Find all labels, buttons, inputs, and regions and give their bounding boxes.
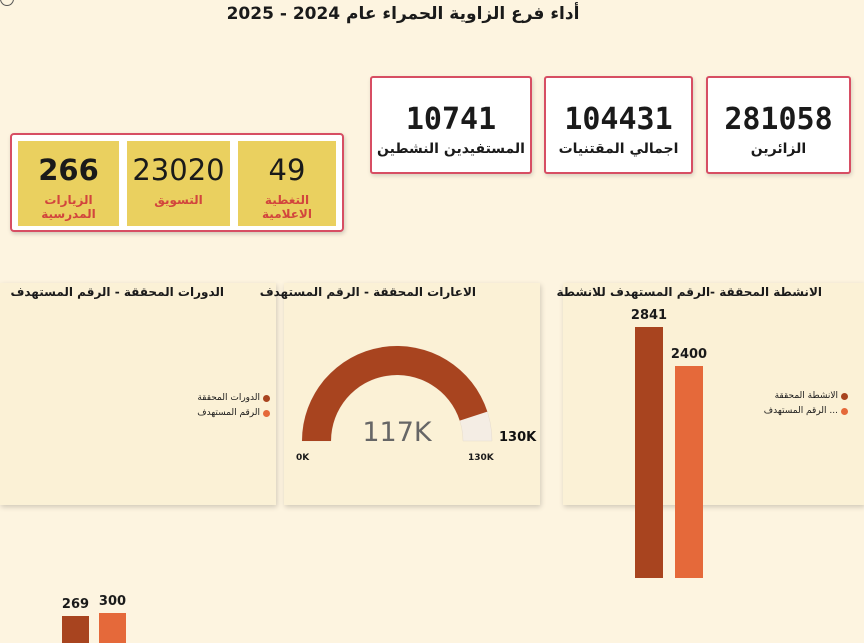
legend-label: ... الرقم المستهدف xyxy=(763,406,838,416)
legend-item-achieved[interactable]: الدورات المحققة xyxy=(197,393,270,403)
data-label-achieved: 269 xyxy=(61,597,90,613)
tile-label: التسويق xyxy=(154,193,203,207)
gauge-min-label: 0K xyxy=(296,453,310,463)
kpi-label: اجمالي المقتنيات xyxy=(558,141,679,157)
gauge-max-label: 130K xyxy=(468,453,494,463)
loans-gauge-panel: الاعارات المحققة - الرقم المستهدف 117K 1… xyxy=(260,283,540,505)
tile-value: 23020 xyxy=(132,153,225,187)
legend-dot xyxy=(841,392,848,400)
kpi-value: 10741 xyxy=(405,102,497,137)
bar-target[interactable] xyxy=(675,366,703,578)
tile-media-coverage: 49 التغطية الاعلامية xyxy=(238,141,336,226)
activities-chart-panel: الانشطة المحققة -الرقم المستهدف للانشطة … xyxy=(556,283,864,578)
tile-marketing: 23020 التسويق xyxy=(127,141,230,226)
tile-school-visits: 266 الزيارات المدرسية xyxy=(18,141,119,226)
legend-label: الرقم المستهدف xyxy=(197,408,260,418)
kpi-value: 104431 xyxy=(564,102,673,137)
kpi-card-active-beneficiaries: 10741 المستفيدين النشطين xyxy=(370,76,532,174)
data-label-target: 300 xyxy=(98,594,127,609)
legend-label: الانشطة المحققة xyxy=(774,391,838,401)
tile-value: 266 xyxy=(38,153,99,187)
chart-title: الدورات المحققة - الرقم المستهدف xyxy=(10,285,224,299)
kpi-value: 281058 xyxy=(724,102,833,137)
kpi-label: الزائرين xyxy=(750,141,807,157)
kpi-card-visitors: 281058 الزائرين xyxy=(706,76,851,174)
legend-dot xyxy=(841,407,848,415)
legend-item-target[interactable]: الرقم المستهدف xyxy=(197,408,270,418)
chart-legend: الانشطة المحققة ... الرقم المستهدف xyxy=(764,391,848,421)
page-title: أداء فرع الزاوية الحمراء عام 2024 - 2025 xyxy=(226,4,580,24)
legend-label: الدورات المحققة xyxy=(197,393,260,403)
legend-dot xyxy=(263,394,270,402)
chart-title: الاعارات المحققة - الرقم المستهدف xyxy=(259,285,476,299)
chart-title: الانشطة المحققة -الرقم المستهدف للانشطة xyxy=(556,285,822,299)
gauge-value-arc xyxy=(302,345,488,441)
kpi-card-holdings: 104431 اجمالي المقتنيات xyxy=(544,76,693,174)
gauge-svg: 117K 130K xyxy=(301,345,537,448)
data-label-achieved: 2841 xyxy=(630,308,668,324)
tile-value: 49 xyxy=(268,153,306,187)
tile-label: التغطية الاعلامية xyxy=(262,193,312,221)
activity-tiles-group: 49 التغطية الاعلامية 23020 التسويق 266 ا… xyxy=(10,133,344,232)
bar-achieved[interactable] xyxy=(635,327,663,578)
legend-dot xyxy=(263,409,270,417)
data-label-target: 2400 xyxy=(670,347,708,363)
chart-legend: الدورات المحققة الرقم المستهدف xyxy=(197,393,270,423)
legend-item-target[interactable]: ... الرقم المستهدف xyxy=(764,406,848,416)
tile-label: الزيارات المدرسية xyxy=(41,193,96,221)
bar-target[interactable] xyxy=(99,613,126,643)
gauge-value-label: 117K xyxy=(362,417,433,448)
kpi-label: المستفيدين النشطين xyxy=(377,141,525,157)
legend-item-achieved[interactable]: الانشطة المحققة xyxy=(764,391,848,401)
bar-achieved[interactable] xyxy=(62,616,89,643)
courses-chart-panel: الدورات المحققة - الرقم المستهدف 269 300… xyxy=(0,283,276,643)
gauge-target-label: 130K xyxy=(499,430,537,445)
